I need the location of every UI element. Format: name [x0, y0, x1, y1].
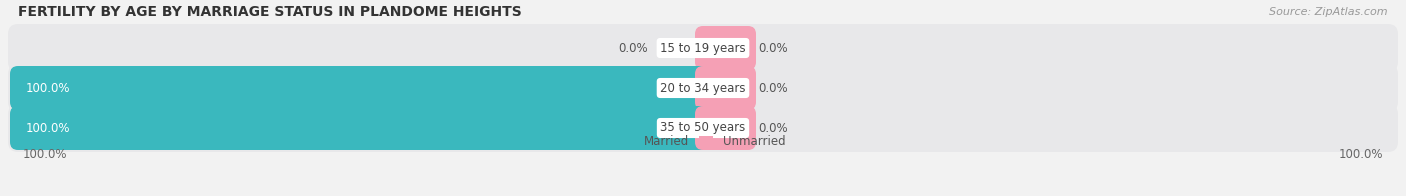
- Text: 100.0%: 100.0%: [22, 148, 67, 161]
- Text: 0.0%: 0.0%: [758, 42, 787, 54]
- Text: Source: ZipAtlas.com: Source: ZipAtlas.com: [1270, 7, 1388, 17]
- Text: 15 to 19 years: 15 to 19 years: [661, 42, 745, 54]
- Text: 20 to 34 years: 20 to 34 years: [661, 82, 745, 94]
- FancyBboxPatch shape: [8, 24, 1398, 72]
- FancyBboxPatch shape: [10, 66, 711, 110]
- Text: 100.0%: 100.0%: [1339, 148, 1384, 161]
- FancyBboxPatch shape: [8, 104, 1398, 152]
- Text: 0.0%: 0.0%: [619, 42, 648, 54]
- Text: FERTILITY BY AGE BY MARRIAGE STATUS IN PLANDOME HEIGHTS: FERTILITY BY AGE BY MARRIAGE STATUS IN P…: [18, 5, 522, 19]
- FancyBboxPatch shape: [695, 66, 756, 110]
- FancyBboxPatch shape: [10, 106, 711, 150]
- Text: 100.0%: 100.0%: [25, 82, 70, 94]
- Text: 35 to 50 years: 35 to 50 years: [661, 122, 745, 134]
- Legend: Married, Unmarried: Married, Unmarried: [620, 135, 786, 148]
- Text: 100.0%: 100.0%: [25, 122, 70, 134]
- FancyBboxPatch shape: [8, 64, 1398, 112]
- Text: 0.0%: 0.0%: [758, 122, 787, 134]
- Text: 0.0%: 0.0%: [758, 82, 787, 94]
- FancyBboxPatch shape: [695, 26, 756, 70]
- FancyBboxPatch shape: [695, 106, 756, 150]
